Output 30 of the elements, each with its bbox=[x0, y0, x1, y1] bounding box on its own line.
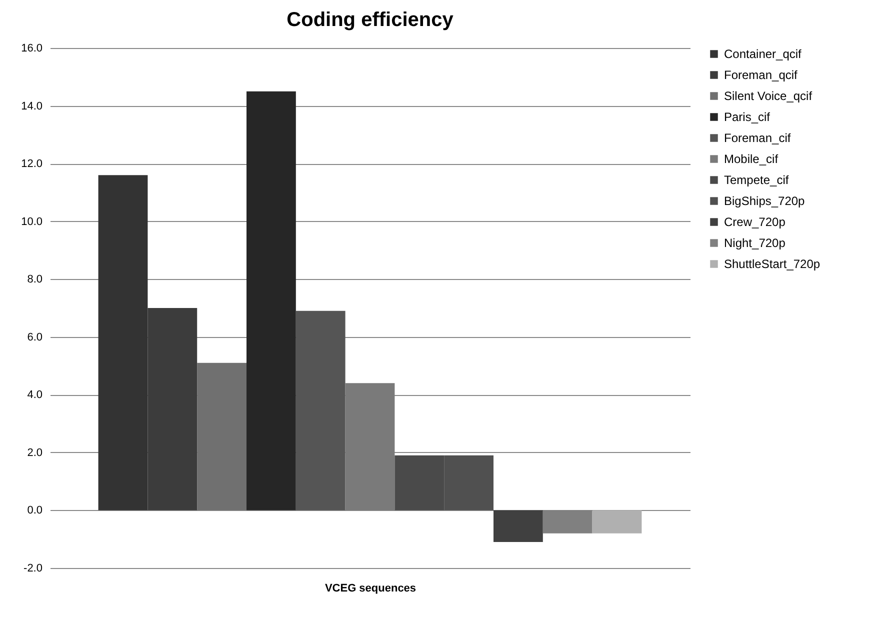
legend-label: Night_720p bbox=[724, 236, 786, 250]
legend-label: Tempete_cif bbox=[724, 173, 790, 187]
chart-title: Coding efficiency bbox=[286, 9, 454, 31]
bar bbox=[542, 510, 592, 534]
legend-label: Foreman_cif bbox=[724, 131, 792, 145]
bar bbox=[197, 362, 246, 510]
bar bbox=[296, 310, 346, 510]
legend-label: BigShips_720p bbox=[724, 194, 806, 208]
bar bbox=[494, 510, 543, 542]
bar bbox=[345, 383, 395, 510]
y-tick-label: 14.0 bbox=[21, 100, 42, 112]
y-tick-label: 12.0 bbox=[21, 158, 42, 170]
y-tick-label: 6.0 bbox=[27, 331, 42, 344]
x-axis-title: VCEG sequences bbox=[324, 582, 416, 594]
legend-label: Paris_cif bbox=[724, 110, 771, 124]
bar bbox=[246, 91, 296, 510]
y-tick-label: 8.0 bbox=[27, 274, 42, 286]
legend-label: Mobile_cif bbox=[724, 152, 779, 166]
legend-label: Foreman_qcif bbox=[724, 68, 798, 82]
legend-label: Container_qcif bbox=[724, 47, 802, 61]
legend-label: Crew_720p bbox=[724, 215, 786, 229]
y-tick-label: 0.0 bbox=[27, 504, 42, 517]
y-tick-label: 2.0 bbox=[27, 446, 42, 459]
legend-label: Silent Voice_qcif bbox=[724, 89, 813, 103]
bar bbox=[592, 510, 642, 534]
y-tick-label: 4.0 bbox=[27, 389, 42, 402]
legend-label: ShuttleStart_720p bbox=[724, 257, 820, 271]
y-tick-label: -2.0 bbox=[24, 562, 42, 574]
y-tick-label: 16.0 bbox=[21, 42, 42, 54]
y-tick-label: 10.0 bbox=[21, 216, 42, 228]
